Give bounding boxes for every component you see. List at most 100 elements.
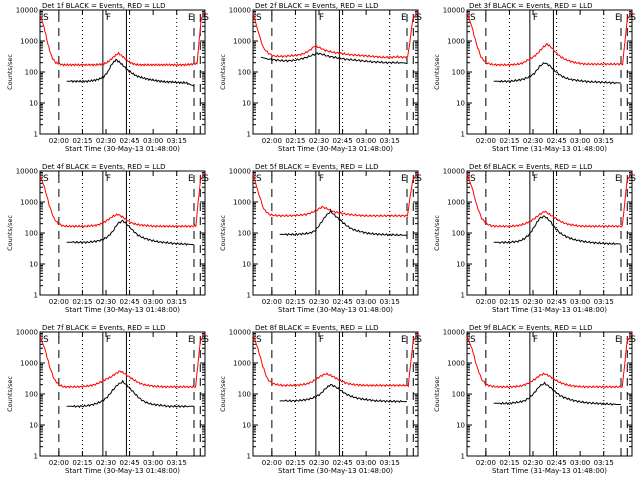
x-axis-label: Start Time (30-May-13 01:48:00) — [278, 467, 393, 475]
x-tick-label: 02:15 — [285, 298, 305, 306]
y-tick-label: 10 — [242, 100, 251, 108]
x-tick-label: 02:45 — [119, 459, 139, 467]
events-rate-line — [279, 209, 407, 237]
plot-frame — [252, 170, 419, 296]
corner-label: S — [470, 335, 476, 345]
corner-label: E — [188, 174, 194, 184]
chart-title: Det 3f BLACK = Events, RED = LLD — [469, 2, 592, 10]
x-tick-label: 02:15 — [285, 137, 305, 145]
events-rate-line — [260, 52, 408, 65]
corner-label: S — [416, 13, 422, 23]
y-tick-label: 1000 — [447, 199, 465, 207]
chart-title: Det 2f BLACK = Events, RED = LLD — [255, 2, 378, 10]
corner-label: S — [630, 13, 636, 23]
x-tick-label: 02:45 — [332, 137, 352, 145]
x-tick-label: 02:30 — [309, 137, 329, 145]
y-tick-label: 100 — [25, 69, 38, 77]
x-tick-label: 02:45 — [546, 137, 566, 145]
x-tick-label: 03:15 — [167, 298, 187, 306]
corner-label: S — [256, 174, 262, 184]
corner-label: E — [615, 335, 621, 345]
y-tick-label: 10000 — [443, 7, 465, 15]
corner-label: S — [416, 335, 422, 345]
y-tick-label: 1000 — [233, 360, 251, 368]
lld-rate-line — [252, 172, 419, 218]
x-tick-label: 02:30 — [96, 137, 116, 145]
corner-label: F — [319, 174, 324, 184]
y-tick-label: 1000 — [447, 360, 465, 368]
chart-title: Det 6f BLACK = Events, RED = LLD — [469, 163, 592, 171]
corner-label: S — [203, 13, 209, 23]
y-tick-label: 100 — [452, 69, 465, 77]
y-tick-label: 100 — [238, 391, 251, 399]
x-tick-label: 02:30 — [309, 298, 329, 306]
y-tick-label: 100 — [25, 391, 38, 399]
corner-label: S — [43, 13, 49, 23]
events-rate-line — [493, 215, 622, 246]
plot-frame — [39, 170, 206, 296]
x-tick-label: 02:15 — [72, 137, 92, 145]
x-tick-label: 03:15 — [380, 298, 400, 306]
x-tick-label: 03:15 — [594, 298, 614, 306]
x-tick-label: 02:45 — [119, 298, 139, 306]
y-tick-label: 10000 — [443, 329, 465, 337]
x-tick-label: 02:15 — [499, 137, 519, 145]
chart-title: Det 4f BLACK = Events, RED = LLD — [42, 163, 165, 171]
y-tick-label: 10000 — [16, 7, 38, 15]
corner-label: S — [630, 335, 636, 345]
y-axis-label: Counts/sec — [433, 54, 441, 90]
corner-label: F — [533, 13, 538, 23]
y-tick-label: 10 — [456, 261, 465, 269]
y-axis-label: Counts/sec — [6, 215, 14, 251]
events-rate-line — [66, 58, 195, 87]
x-tick-label: 03:00 — [570, 459, 590, 467]
plot-frame — [39, 9, 206, 135]
x-tick-label: 02:00 — [476, 298, 496, 306]
y-tick-label: 1000 — [20, 199, 38, 207]
corner-label: S — [43, 335, 49, 345]
chart-title: Det 7f BLACK = Events, RED = LLD — [42, 324, 165, 332]
y-tick-label: 10 — [242, 261, 251, 269]
corner-label: S — [470, 13, 476, 23]
lld-rate-line — [466, 172, 633, 229]
x-tick-label: 02:15 — [72, 298, 92, 306]
x-tick-label: 03:00 — [356, 137, 376, 145]
x-tick-label: 02:00 — [476, 137, 496, 145]
x-tick-label: 03:00 — [143, 459, 163, 467]
x-tick-label: 03:00 — [356, 459, 376, 467]
y-tick-label: 1 — [34, 453, 38, 461]
y-tick-label: 10 — [29, 261, 38, 269]
x-tick-label: 03:15 — [167, 459, 187, 467]
x-tick-label: 02:30 — [96, 298, 116, 306]
lld-rate-line — [252, 333, 419, 388]
x-tick-label: 02:45 — [546, 298, 566, 306]
plot-frame — [252, 331, 419, 457]
y-tick-label: 10000 — [229, 168, 251, 176]
corner-label: S — [416, 174, 422, 184]
x-axis-label: Start Time (30-May-13 01:48:00) — [278, 306, 393, 314]
events-rate-line — [66, 219, 195, 246]
x-tick-label: 03:00 — [143, 298, 163, 306]
x-tick-label: 02:00 — [476, 459, 496, 467]
y-axis-label: Counts/sec — [433, 215, 441, 251]
y-tick-label: 10 — [242, 422, 251, 430]
y-tick-label: 10 — [456, 100, 465, 108]
x-tick-label: 02:30 — [523, 298, 543, 306]
corner-label: F — [533, 174, 538, 184]
events-rate-line — [493, 381, 621, 406]
y-tick-label: 1000 — [447, 38, 465, 46]
x-axis-label: Start Time (30-May-13 01:48:00) — [278, 145, 393, 153]
x-tick-label: 03:00 — [356, 298, 376, 306]
y-tick-label: 10000 — [443, 168, 465, 176]
corner-label: S — [256, 13, 262, 23]
corner-label: E — [615, 174, 621, 184]
y-tick-label: 10000 — [229, 329, 251, 337]
corner-label: S — [470, 174, 476, 184]
x-tick-label: 03:15 — [167, 137, 187, 145]
plot-frame — [39, 331, 206, 457]
lld-rate-line — [252, 11, 419, 59]
